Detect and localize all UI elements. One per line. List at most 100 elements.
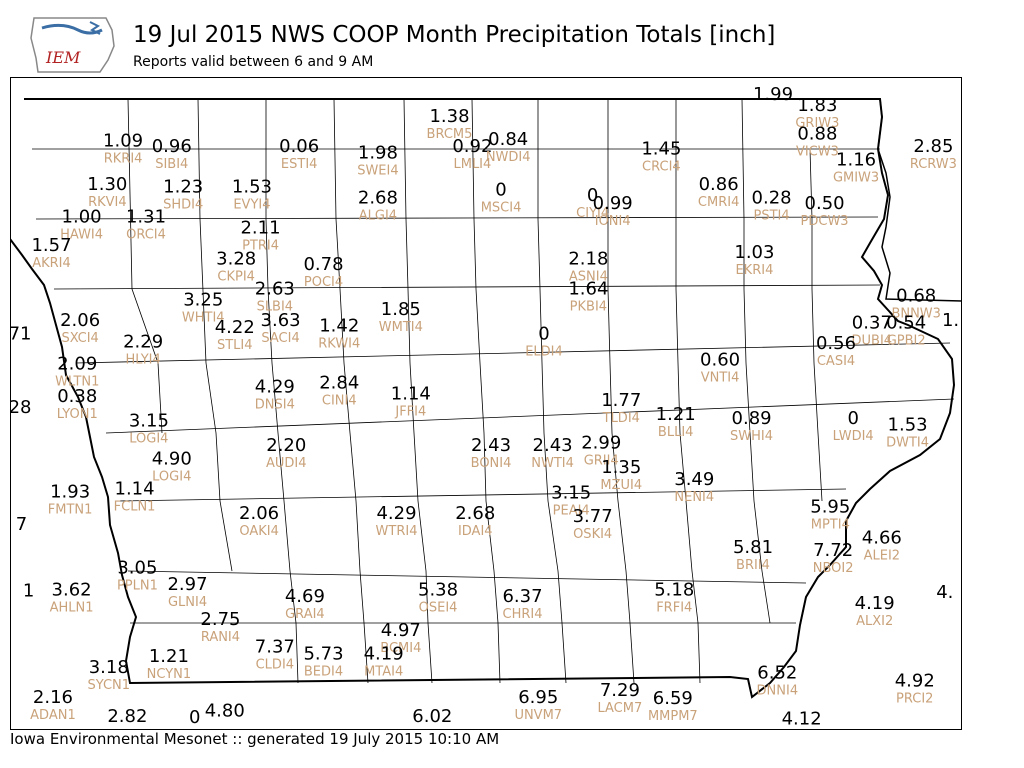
station-id: MSCI4 xyxy=(481,200,522,215)
station-value: 5.81 xyxy=(733,537,773,558)
station-id: PTRI4 xyxy=(242,238,279,253)
station-value: 4.90 xyxy=(152,449,192,470)
station-id: IDAI4 xyxy=(458,524,493,539)
station-id: BRII4 xyxy=(736,558,770,573)
station-id: NWTI4 xyxy=(531,456,574,471)
station-id: SIBI4 xyxy=(155,157,188,172)
station-value: 1.98 xyxy=(358,143,398,164)
station-id: OAKI4 xyxy=(239,524,279,539)
station-value: 1.09 xyxy=(103,130,143,151)
station-value: 3.63 xyxy=(261,310,301,331)
station-id: LOGI4 xyxy=(129,432,168,447)
station-value: 2.97 xyxy=(167,574,207,595)
station-id: UNVM7 xyxy=(514,708,562,723)
station-value: 0.78 xyxy=(303,254,343,275)
station-value: 1.14 xyxy=(391,383,431,404)
iem-logo: IEM xyxy=(28,16,116,74)
station-id: CMRI4 xyxy=(698,195,739,210)
station-id: PRCI2 xyxy=(896,691,933,706)
station-value: 2.20 xyxy=(266,435,306,456)
station-id: EKRI4 xyxy=(735,263,773,278)
station-id: RKVI4 xyxy=(88,195,127,210)
station-id: CINI4 xyxy=(322,394,357,409)
station-value: 1.93 xyxy=(50,481,90,502)
station-id: LMLI4 xyxy=(453,157,491,172)
station-value: 2.68 xyxy=(358,188,398,209)
station-id: MZUI4 xyxy=(600,478,642,493)
station-value: 5.73 xyxy=(303,643,343,664)
station-value: 7.72 xyxy=(813,540,853,561)
station-id: ORCI4 xyxy=(126,228,166,243)
station-id: LOGI4 xyxy=(152,470,191,485)
station-value: 1.35 xyxy=(601,457,641,478)
station-id: SYCN1 xyxy=(87,678,130,693)
station-value: 0.89 xyxy=(732,408,772,429)
station-id: AUDI4 xyxy=(266,456,307,471)
station-id: PEAI4 xyxy=(553,504,590,519)
station-value: 1.30 xyxy=(87,174,127,195)
station-id: BRCM5 xyxy=(427,127,473,142)
station-value: 6.52 xyxy=(757,662,797,683)
station-value: 0.56 xyxy=(816,333,856,354)
station-value: 0 xyxy=(587,185,598,206)
station-value: 4.97 xyxy=(381,620,421,641)
station-id: WLTN1 xyxy=(55,374,99,389)
station-id: ALXI2 xyxy=(856,614,893,629)
station-value: 0 xyxy=(847,408,858,429)
station-value: 2.43 xyxy=(533,435,573,456)
station-value: 2.99 xyxy=(581,432,621,453)
station-value: 3.05 xyxy=(117,558,157,579)
station-id: VICW3 xyxy=(796,145,839,160)
station-id: IONI4 xyxy=(595,214,631,229)
station-value: 0.96 xyxy=(152,136,192,157)
station-id: LWDI4 xyxy=(833,429,874,444)
station-id: SWHI4 xyxy=(730,429,773,444)
station-id: PPLN1 xyxy=(117,579,158,594)
station-value: 5.18 xyxy=(654,579,694,600)
station-id: MTAI4 xyxy=(364,664,403,679)
edge-station-value: 0 xyxy=(189,707,200,728)
footer-credit: Iowa Environmental Mesonet :: generated … xyxy=(10,730,500,748)
station-value: 0 xyxy=(495,179,506,200)
station-id: CASI4 xyxy=(817,354,855,369)
station-id: NCYN1 xyxy=(147,667,192,682)
station-value: 0.86 xyxy=(699,174,739,195)
station-value: 1.53 xyxy=(232,177,272,198)
station-value: 4.66 xyxy=(862,528,902,549)
station-value: 2.18 xyxy=(568,249,608,270)
station-value: 2.75 xyxy=(200,609,240,630)
station-id: MPTI4 xyxy=(811,517,850,532)
station-value: 1.14 xyxy=(115,479,155,500)
station-value: 4.29 xyxy=(255,377,295,398)
station-id: CKPI4 xyxy=(217,270,255,285)
station-value: 3.77 xyxy=(573,506,613,527)
station-id: SLBI4 xyxy=(257,300,294,315)
station-id: GRII4 xyxy=(584,453,619,468)
station-value: 1.77 xyxy=(601,390,641,411)
station-id: MMPM7 xyxy=(648,709,698,724)
station-value: 6.59 xyxy=(653,688,693,709)
station-value: 1.23 xyxy=(163,177,203,198)
station-value: 2.09 xyxy=(57,353,97,374)
station-value: 1.21 xyxy=(149,646,189,667)
station-id: ALGI4 xyxy=(359,209,397,224)
mn-wi-border xyxy=(877,98,962,302)
station-id: WHTI4 xyxy=(182,311,225,326)
station-value: 1.03 xyxy=(734,242,774,263)
station-id: DNNI4 xyxy=(757,683,799,698)
station-value: 0 xyxy=(538,324,549,345)
station-id: LACM7 xyxy=(597,701,642,716)
station-id: STLI4 xyxy=(217,338,253,353)
station-id: JFFI4 xyxy=(394,404,426,419)
station-id: AKRI4 xyxy=(32,256,71,271)
station-value: 2.11 xyxy=(240,217,280,238)
station-value: 1.85 xyxy=(381,299,421,320)
station-id: ADAN1 xyxy=(30,708,76,723)
station-value: 2.16 xyxy=(33,687,73,708)
station-value: 4.19 xyxy=(364,643,404,664)
station-id: RCRW3 xyxy=(910,157,957,172)
station-id: SHDI4 xyxy=(163,198,203,213)
station-id: BCMI4 xyxy=(380,641,421,656)
station-value: 1.42 xyxy=(319,315,359,336)
station-id: HLYI4 xyxy=(125,353,160,368)
